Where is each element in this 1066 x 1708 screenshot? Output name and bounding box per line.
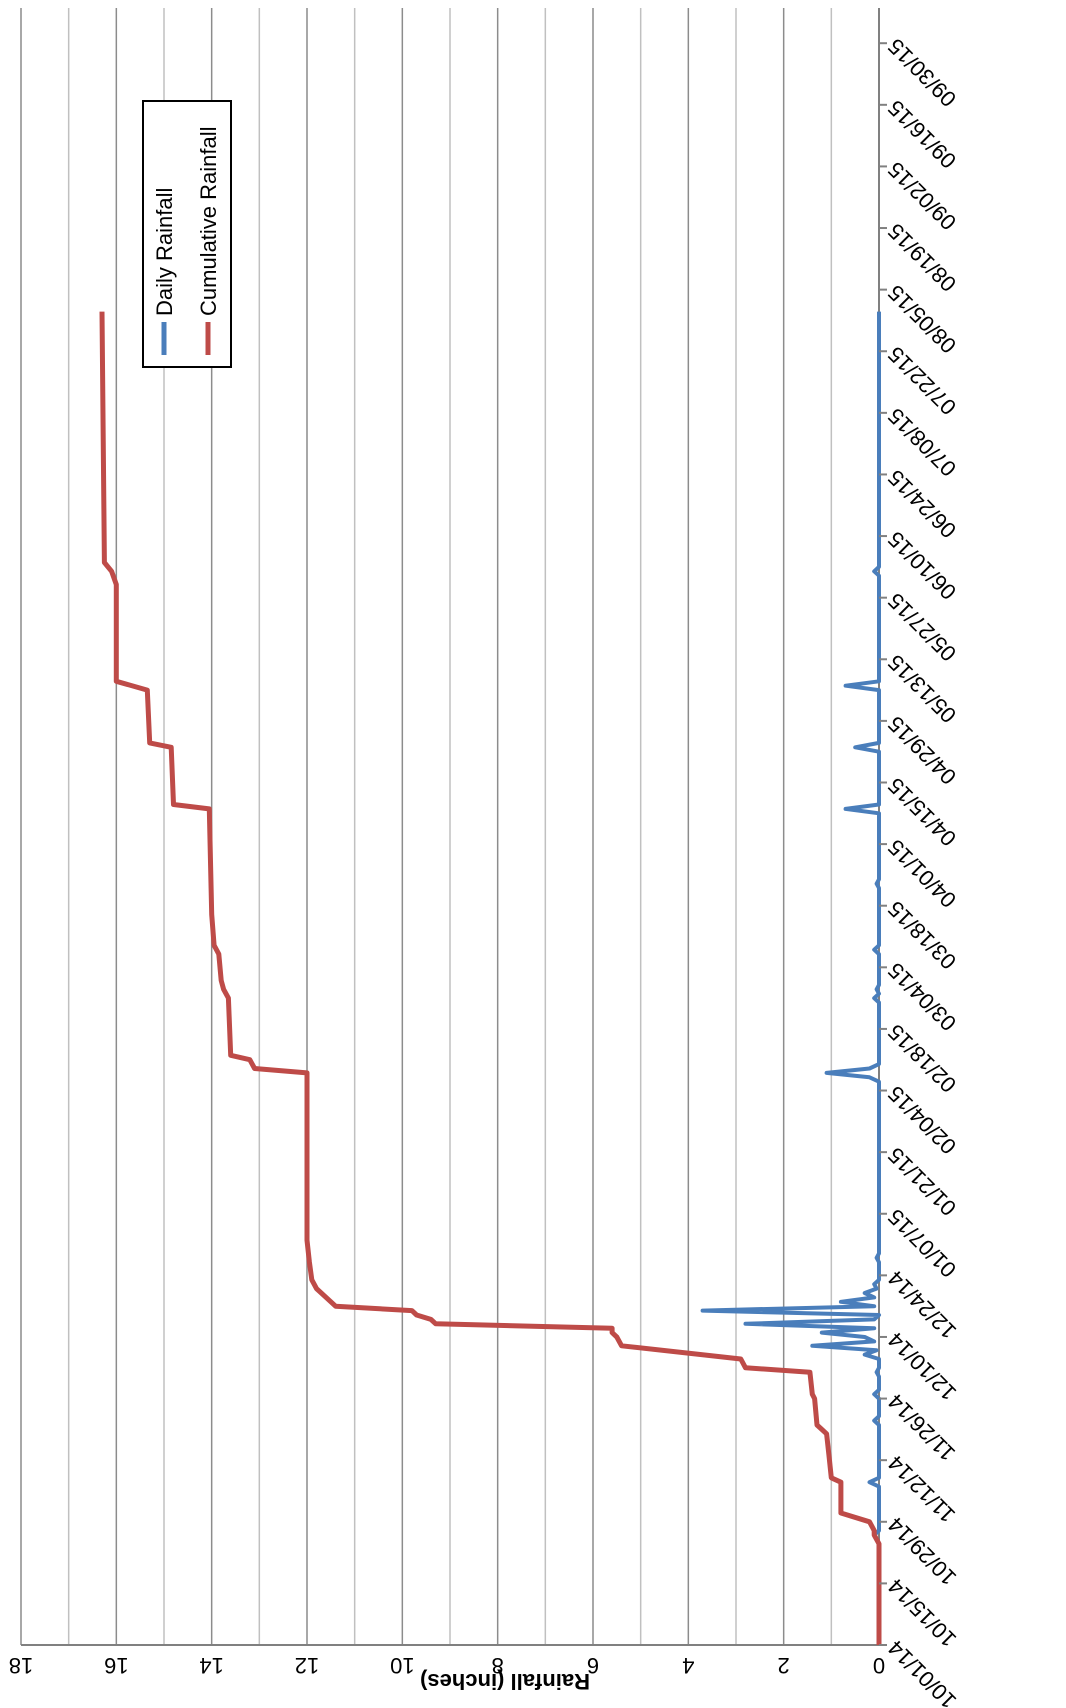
y-tick-label: 14 xyxy=(199,1653,223,1678)
y-tick-label: 4 xyxy=(682,1653,694,1678)
x-tick-labels: 10/01/1410/15/1410/29/1411/12/1411/26/14… xyxy=(879,34,961,1708)
x-tick-label: 11/12/14 xyxy=(883,1451,960,1528)
series-lines xyxy=(99,311,882,1645)
y-tick-label: 12 xyxy=(295,1653,319,1678)
x-tick-label: 09/30/15 xyxy=(883,34,961,112)
legend: Daily Rainfall Cumulative Rainfall xyxy=(142,100,232,368)
y-tick-label: 0 xyxy=(873,1653,885,1678)
y-tick-label: 18 xyxy=(9,1653,33,1678)
legend-label-cumulative: Cumulative Rainfall xyxy=(196,126,221,316)
y-tick-label: 10 xyxy=(390,1653,414,1678)
daily-rainfall-line xyxy=(700,311,881,1645)
y-tick-label: 2 xyxy=(778,1653,790,1678)
cumulative-rainfall-line xyxy=(99,311,882,1645)
y-axis-label: Rainfall (inches) xyxy=(420,1669,590,1694)
x-tick-label: 10/29/14 xyxy=(883,1512,961,1590)
y-tick-label: 8 xyxy=(492,1653,504,1678)
legend-label-daily: Daily Rainfall xyxy=(152,188,177,316)
y-tick-labels: 0 2 4 6 8 10 12 14 16 18 xyxy=(9,1653,885,1678)
y-tick-label: 16 xyxy=(104,1653,128,1678)
y-tick-label: 6 xyxy=(587,1653,599,1678)
legend-box xyxy=(142,100,232,368)
